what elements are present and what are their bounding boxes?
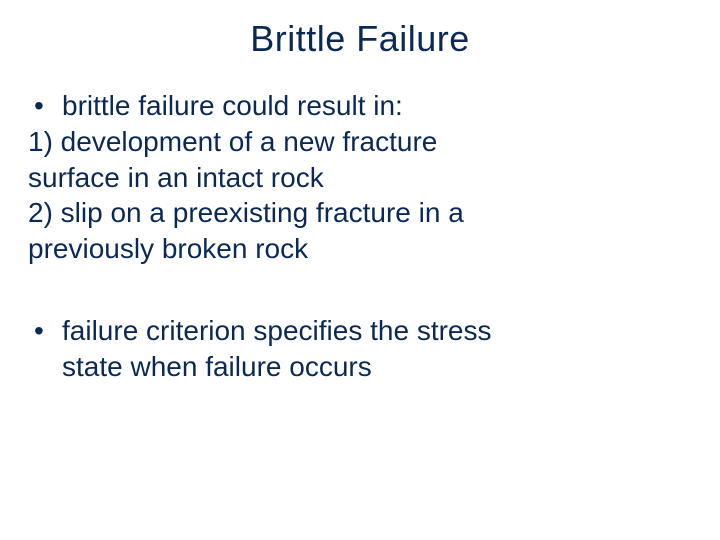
bullet-1-line-4: previously broken rock (28, 231, 692, 267)
slide: Brittle Failure • brittle failure could … (0, 0, 720, 540)
bullet-1-lead: brittle failure could result in: (62, 88, 692, 124)
slide-title: Brittle Failure (0, 18, 720, 60)
bullet-1-line-1: 1) development of a new fracture (28, 124, 692, 160)
bullet-2-lead: failure criterion specifies the stress (62, 313, 692, 349)
bullet-dot-icon: • (28, 88, 62, 124)
bullet-1: • brittle failure could result in: (28, 88, 692, 124)
bullet-dot-icon: • (28, 313, 62, 349)
bullet-1-line-2: surface in an intact rock (28, 160, 692, 196)
spacer (28, 267, 692, 313)
bullet-2: • failure criterion specifies the stress (28, 313, 692, 349)
slide-body: • brittle failure could result in: 1) de… (28, 88, 692, 385)
bullet-1-line-3: 2) slip on a preexisting fracture in a (28, 195, 692, 231)
bullet-2-line-1: state when failure occurs (62, 349, 692, 385)
